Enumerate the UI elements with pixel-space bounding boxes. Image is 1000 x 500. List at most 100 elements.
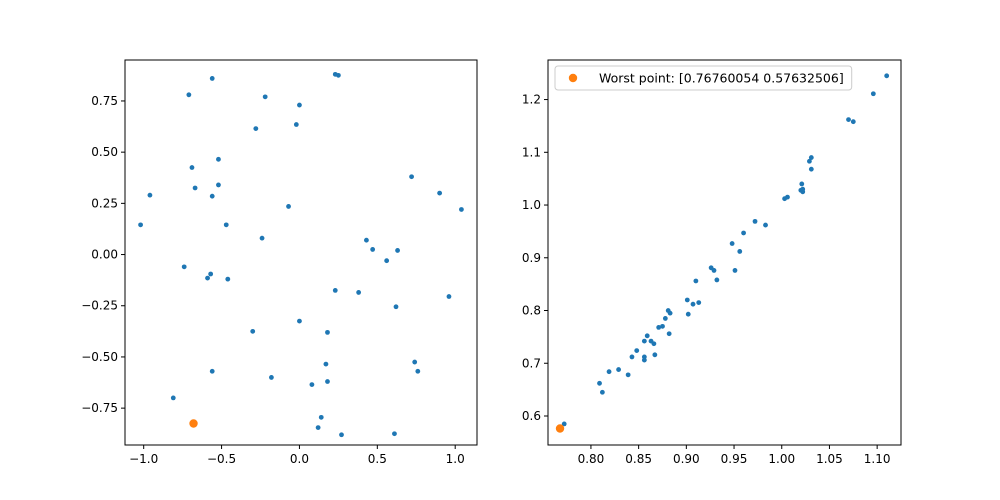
y-tick-label: 0.00 [91, 248, 118, 262]
scatter-point [356, 290, 362, 295]
scatter-point [205, 275, 210, 281]
x-tick-label: 0.5 [368, 452, 387, 466]
right-scatter-chart: 0.80 0.85 0.90 0.95 1.00 1.05 1.10 0.6 0.7 0.8 0.9… [522, 59, 902, 466]
scatter-point [799, 181, 805, 187]
scatter-point [808, 166, 814, 172]
scatter-point [293, 122, 299, 127]
scatter-point [561, 421, 567, 427]
scatter-point [325, 379, 330, 384]
scatter-point [763, 222, 768, 228]
scatter-point [412, 359, 418, 365]
scatter-point [807, 158, 812, 164]
legend-label: Worst point: [0.76760054 0.57632506] [599, 71, 844, 86]
y-tick-label: 0.25 [91, 196, 118, 210]
scatter-point [459, 207, 464, 212]
y-tick-label: −0.75 [81, 401, 118, 415]
scatter-point [690, 301, 696, 307]
scatter-point [250, 328, 256, 334]
y-tick-label: 0.8 [522, 304, 541, 318]
scatter-point [652, 352, 658, 358]
scatter-point [364, 237, 369, 243]
scatter-point [209, 76, 215, 81]
scatter-point [318, 414, 324, 420]
scatter-point [209, 368, 215, 374]
scatter-point [384, 258, 390, 264]
scatter-point [286, 204, 291, 209]
x-tick-label: 1.00 [768, 452, 795, 466]
scatter-point [651, 341, 657, 347]
scatter-point [339, 432, 344, 438]
scatter-point [269, 375, 274, 380]
scatter-point [711, 268, 717, 273]
y-tick-label: −0.50 [81, 350, 118, 364]
scatter-point [656, 324, 662, 330]
scatter-point [325, 329, 330, 335]
scatter-point [259, 235, 265, 241]
scatter-point [616, 367, 621, 372]
scatter-point [685, 311, 691, 317]
scatter-point [599, 389, 605, 395]
scatter-point [395, 248, 400, 253]
scatter-point [808, 155, 814, 160]
scatter-point [392, 431, 397, 437]
scatter-point [189, 165, 195, 170]
scatter-point [752, 218, 758, 224]
y-tick-label: 0.9 [522, 251, 541, 265]
scatter-point [216, 182, 221, 188]
scatter-point [641, 338, 647, 344]
scatter-point [297, 318, 302, 324]
scatter-point [666, 331, 672, 337]
scatter-point [323, 361, 329, 367]
scatter-point [870, 91, 876, 97]
scatter-point [660, 323, 665, 329]
scatter-point [629, 354, 635, 360]
y-tick-label: −0.25 [81, 299, 118, 313]
y-tick-label: 0.7 [522, 356, 541, 370]
scatter-point [138, 222, 143, 228]
y-tick-label: 1.0 [522, 198, 541, 212]
scatter-point [884, 73, 890, 79]
y-tick-label: 1.1 [522, 145, 541, 159]
scatter-point [315, 425, 321, 430]
scatter-point [147, 192, 153, 198]
scatter-point [850, 119, 856, 125]
scatter-point [625, 372, 631, 378]
scatter-point [253, 126, 259, 131]
x-tick-label: 1.10 [864, 452, 891, 466]
axes-frame [547, 59, 902, 446]
scatter-point [262, 94, 268, 100]
scatter-point [785, 194, 790, 200]
scatter-point [446, 294, 452, 299]
scatter-point [846, 117, 851, 122]
scatter-point [741, 230, 746, 236]
scatter-point [437, 190, 443, 196]
x-tick-label: −0.5 [207, 452, 236, 466]
scatter-point [606, 369, 612, 375]
scatter-point [729, 241, 735, 246]
legend-marker [568, 73, 578, 83]
scatter-point [693, 278, 699, 284]
legend: Worst point: [0.76760054 0.57632506] [554, 65, 853, 91]
legend-box [554, 65, 853, 91]
x-tick-label: 0.95 [721, 452, 748, 466]
y-tick-label: 0.50 [91, 145, 118, 159]
scatter-point [181, 264, 187, 270]
scatter-point [209, 193, 215, 199]
y-tick-label: 0.75 [91, 94, 118, 108]
scatter-point [667, 310, 673, 316]
x-tick-label: 1.0 [446, 452, 465, 466]
scatter-point [332, 287, 338, 293]
scatter-point [170, 395, 176, 401]
scatter-point [662, 316, 668, 321]
scatter-point [225, 276, 231, 282]
scatter-point [732, 268, 738, 273]
scatter-point [634, 348, 640, 353]
y-tick-label: 1.2 [522, 93, 541, 107]
x-tick-label: −1.0 [129, 452, 158, 466]
x-tick-label: 0.0 [290, 452, 309, 466]
scatter-point [415, 368, 421, 374]
worst-point-marker [555, 424, 565, 433]
scatter-point [684, 297, 690, 303]
scatter-point [370, 247, 376, 252]
